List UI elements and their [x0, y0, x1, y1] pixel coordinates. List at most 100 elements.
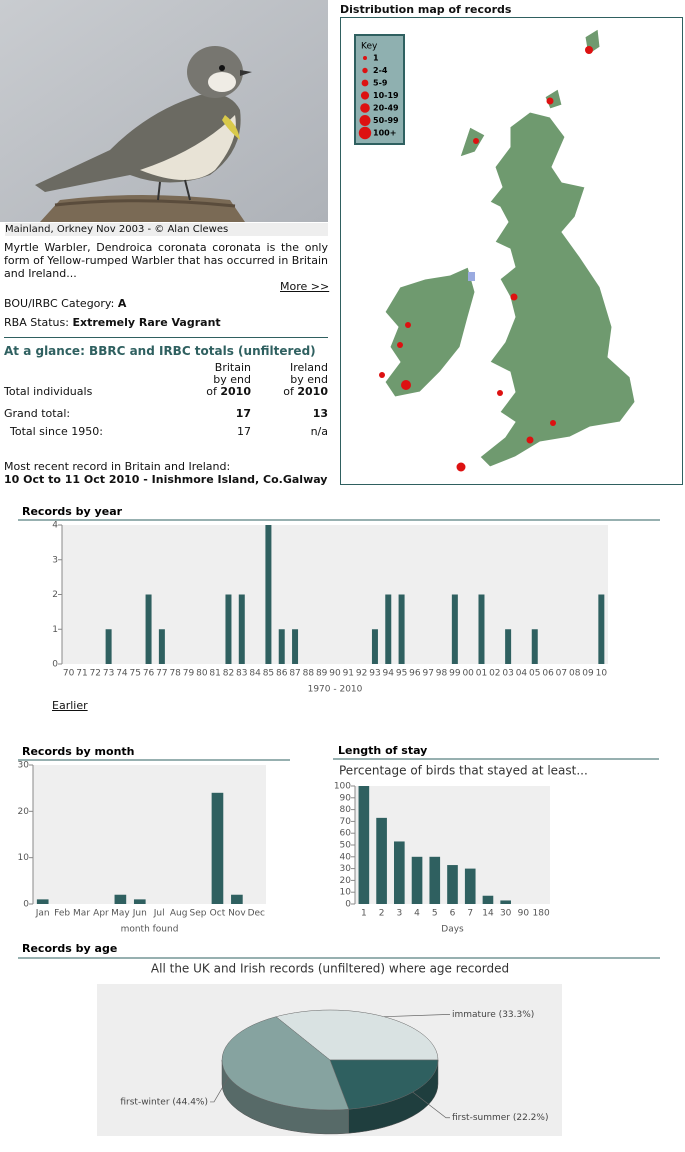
x-axis-label: month found	[121, 925, 179, 935]
earlier-link[interactable]: Earlier	[52, 699, 88, 712]
x-tick-label: 89	[316, 669, 328, 679]
x-tick-label: 70	[63, 669, 75, 679]
chart-subtitle: Percentage of birds that stayed at least…	[339, 764, 588, 778]
x-tick-label: 94	[383, 669, 395, 679]
key-dot	[360, 91, 370, 100]
bar	[447, 865, 458, 904]
y-tick-label: 90	[340, 793, 352, 803]
x-tick-label: 95	[396, 669, 407, 679]
x-tick-label: Jun	[132, 909, 147, 919]
x-tick-label: Sep	[190, 909, 207, 919]
bar	[398, 594, 405, 664]
chart-title: Records by age	[22, 942, 117, 955]
species-description: Myrtle Warbler, Dendroica coronata coron…	[4, 241, 328, 280]
x-tick-label: 82	[223, 669, 234, 679]
status-label: RBA Status:	[4, 316, 69, 329]
row-label: Grand total:	[4, 407, 71, 420]
pie-slice	[329, 1059, 439, 1110]
x-tick-label: Oct	[210, 909, 226, 919]
x-tick-label: 14	[482, 909, 494, 919]
x-tick-label: Apr	[93, 909, 109, 919]
x-tick-label: Jul	[153, 909, 165, 919]
x-tick-label: 90	[518, 909, 530, 919]
row-label: Total since 1950:	[10, 425, 103, 438]
x-tick-label: 3	[396, 909, 402, 919]
x-tick-label: 85	[263, 669, 274, 679]
chart-title: Length of stay	[338, 744, 427, 757]
x-tick-label: 7	[467, 909, 473, 919]
bar	[482, 895, 494, 904]
bar	[500, 900, 511, 904]
bar	[231, 894, 243, 904]
x-tick-label: 90	[329, 669, 341, 679]
key-label: 20-49	[373, 104, 399, 113]
y-tick-label: 0	[345, 900, 351, 910]
x-tick-label: 80	[196, 669, 208, 679]
x-tick-label: 30	[500, 909, 512, 919]
x-tick-label: 83	[236, 669, 247, 679]
x-tick-label: 97	[422, 669, 433, 679]
cell: 17	[237, 425, 251, 438]
x-tick-label: 98	[436, 669, 448, 679]
y-tick-label: 70	[340, 817, 352, 827]
column-of: of	[206, 385, 217, 398]
category-value: A	[117, 297, 127, 310]
status-value: Extremely Rare Vagrant	[72, 316, 221, 329]
label-leader	[383, 1014, 450, 1018]
label-leader	[412, 1091, 450, 1119]
bar	[36, 899, 49, 904]
x-tick-label: 88	[303, 669, 315, 679]
bar	[145, 594, 152, 664]
bar	[133, 899, 146, 904]
bar	[265, 525, 272, 664]
x-tick-label: 09	[582, 669, 594, 679]
y-tick-label: 1	[52, 625, 58, 635]
x-tick-label: 96	[409, 669, 421, 679]
distribution-map: Key 1 2-4 5-9 10-19 20-49 50-99 100+	[340, 17, 683, 485]
y-tick-label: 80	[340, 805, 352, 815]
y-tick-label: 40	[340, 852, 352, 862]
x-tick-label: 2	[379, 909, 385, 919]
y-tick-label: 20	[340, 876, 352, 886]
y-tick-label: 30	[18, 761, 30, 771]
bar	[385, 594, 392, 664]
y-tick-label: 4	[52, 521, 58, 531]
key-label: 2-4	[373, 66, 388, 75]
chart-subtitle: All the UK and Irish records (unfiltered…	[151, 962, 509, 976]
x-tick-label: 1	[361, 909, 367, 919]
column-name: Ireland	[289, 361, 328, 374]
totals-table: Total individuals Britain by end of 2010 I…	[4, 362, 328, 439]
x-tick-label: 86	[276, 669, 288, 679]
grand-total-row: Grand total: 17 13	[4, 398, 328, 420]
x-tick-label: 03	[502, 669, 513, 679]
x-tick-label: 05	[529, 669, 540, 679]
y-tick-label: 100	[334, 782, 351, 792]
column-year: 2010	[220, 385, 251, 398]
slice-label: first-winter (44.4%)	[120, 1097, 208, 1107]
slice-label: first-summer (22.2%)	[452, 1113, 548, 1123]
bar	[211, 792, 224, 904]
x-tick-label: 84	[249, 669, 261, 679]
map-key	[354, 34, 405, 145]
y-tick-label: 10	[340, 888, 352, 898]
x-tick-label: 07	[556, 669, 567, 679]
bar	[598, 594, 605, 664]
column-header: Ireland by end of 2010	[251, 362, 328, 398]
x-tick-label: Dec	[248, 909, 265, 919]
y-tick-label: 0	[23, 900, 29, 910]
bar	[478, 594, 485, 664]
more-link[interactable]: More >>	[280, 280, 330, 293]
cell: 17	[235, 407, 251, 420]
column-year: 2010	[297, 385, 328, 398]
cell: 13	[312, 407, 328, 420]
x-tick-label: 92	[356, 669, 367, 679]
x-tick-label: Feb	[54, 909, 70, 919]
key-dot	[363, 56, 367, 60]
row-label: Total individuals	[4, 385, 93, 398]
x-tick-label: 74	[116, 669, 128, 679]
x-tick-label: 4	[414, 909, 420, 919]
bird-photo	[0, 0, 328, 222]
bar	[429, 856, 441, 904]
